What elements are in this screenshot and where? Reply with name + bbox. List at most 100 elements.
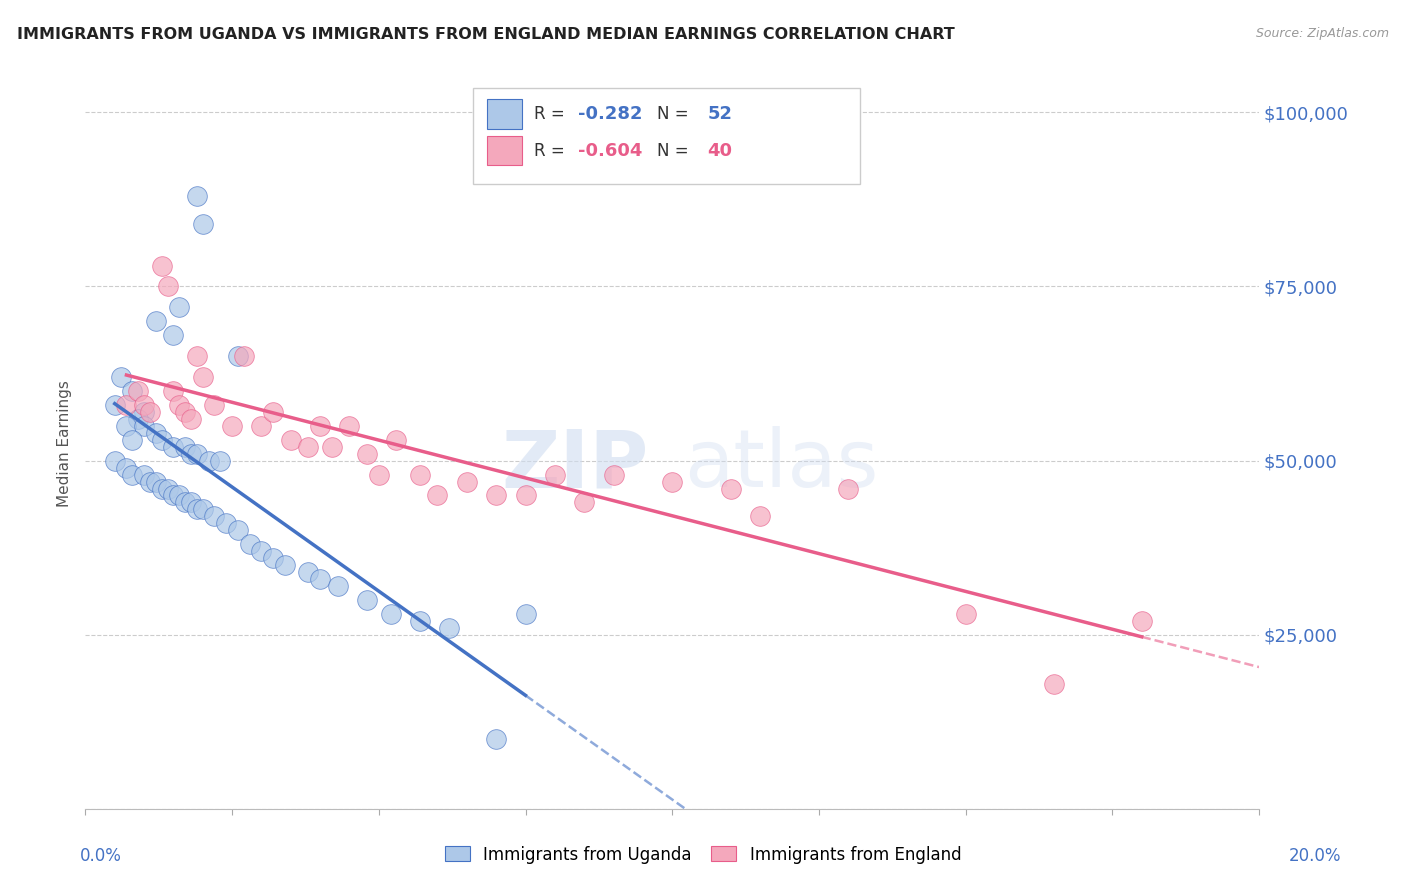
Point: [115, 398, 138, 412]
Point: [574, 495, 596, 509]
Point: [145, 475, 167, 489]
Point: [321, 440, 343, 454]
Point: [485, 732, 508, 747]
Point: [409, 614, 432, 628]
FancyBboxPatch shape: [486, 99, 522, 128]
Point: [169, 488, 191, 502]
Point: [169, 398, 191, 412]
Point: [356, 593, 378, 607]
Point: [180, 412, 202, 426]
FancyBboxPatch shape: [472, 88, 860, 184]
Point: [186, 502, 208, 516]
Point: [162, 488, 184, 502]
Point: [132, 467, 155, 482]
Point: [104, 453, 127, 467]
Point: [239, 537, 262, 551]
Point: [209, 453, 232, 467]
Point: [191, 370, 214, 384]
Point: [127, 412, 149, 426]
Point: [186, 447, 208, 461]
Point: [162, 384, 184, 398]
Text: N =: N =: [657, 105, 693, 123]
Point: [191, 502, 214, 516]
Point: [385, 433, 408, 447]
FancyBboxPatch shape: [486, 136, 522, 165]
Text: IMMIGRANTS FROM UGANDA VS IMMIGRANTS FROM ENGLAND MEDIAN EARNINGS CORRELATION CH: IMMIGRANTS FROM UGANDA VS IMMIGRANTS FRO…: [17, 27, 955, 42]
Point: [191, 217, 214, 231]
Point: [297, 440, 319, 454]
Point: [121, 433, 143, 447]
Point: [720, 482, 742, 496]
Point: [309, 418, 332, 433]
Point: [150, 482, 173, 496]
Point: [544, 467, 567, 482]
Point: [1042, 676, 1064, 690]
Point: [162, 328, 184, 343]
Point: [262, 551, 284, 566]
Point: [156, 279, 179, 293]
Point: [356, 447, 378, 461]
Point: [309, 572, 332, 586]
Point: [602, 467, 624, 482]
Point: [150, 433, 173, 447]
Point: [127, 384, 149, 398]
Point: [326, 579, 349, 593]
Point: [145, 314, 167, 328]
Point: [104, 398, 127, 412]
Point: [226, 524, 249, 538]
Point: [204, 509, 226, 524]
Point: [221, 418, 243, 433]
Point: [132, 398, 155, 412]
Legend: Immigrants from Uganda, Immigrants from England: Immigrants from Uganda, Immigrants from …: [437, 839, 969, 871]
Point: [115, 418, 138, 433]
Text: 40: 40: [707, 142, 733, 160]
Point: [121, 467, 143, 482]
Text: ZIP: ZIP: [502, 426, 648, 504]
Point: [180, 447, 202, 461]
Point: [280, 433, 302, 447]
Point: [139, 405, 162, 419]
Point: [426, 488, 449, 502]
Point: [174, 495, 197, 509]
Point: [110, 370, 132, 384]
Point: [132, 418, 155, 433]
Point: [456, 475, 478, 489]
Point: [139, 475, 162, 489]
Point: [250, 418, 273, 433]
Text: 0.0%: 0.0%: [80, 847, 122, 865]
Point: [150, 259, 173, 273]
Point: [232, 349, 254, 363]
Point: [204, 398, 226, 412]
Point: [837, 482, 859, 496]
Text: N =: N =: [657, 142, 693, 160]
Point: [174, 440, 197, 454]
Point: [174, 405, 197, 419]
Point: [339, 418, 361, 433]
Point: [274, 558, 297, 573]
Point: [661, 475, 683, 489]
Text: 20.0%: 20.0%: [1288, 847, 1341, 865]
Point: [515, 607, 537, 621]
Point: [180, 495, 202, 509]
Point: [145, 425, 167, 440]
Text: -0.604: -0.604: [578, 142, 643, 160]
Point: [380, 607, 402, 621]
Point: [186, 189, 208, 203]
Text: -0.282: -0.282: [578, 105, 643, 123]
Point: [186, 349, 208, 363]
Point: [121, 384, 143, 398]
Point: [367, 467, 389, 482]
Text: Source: ZipAtlas.com: Source: ZipAtlas.com: [1256, 27, 1389, 40]
Point: [1130, 614, 1153, 628]
Text: 52: 52: [707, 105, 733, 123]
Y-axis label: Median Earnings: Median Earnings: [58, 380, 72, 507]
Point: [156, 482, 179, 496]
Point: [515, 488, 537, 502]
Point: [439, 621, 461, 635]
Text: atlas: atlas: [683, 426, 879, 504]
Point: [162, 440, 184, 454]
Point: [485, 488, 508, 502]
Point: [226, 349, 249, 363]
Point: [262, 405, 284, 419]
Point: [749, 509, 772, 524]
